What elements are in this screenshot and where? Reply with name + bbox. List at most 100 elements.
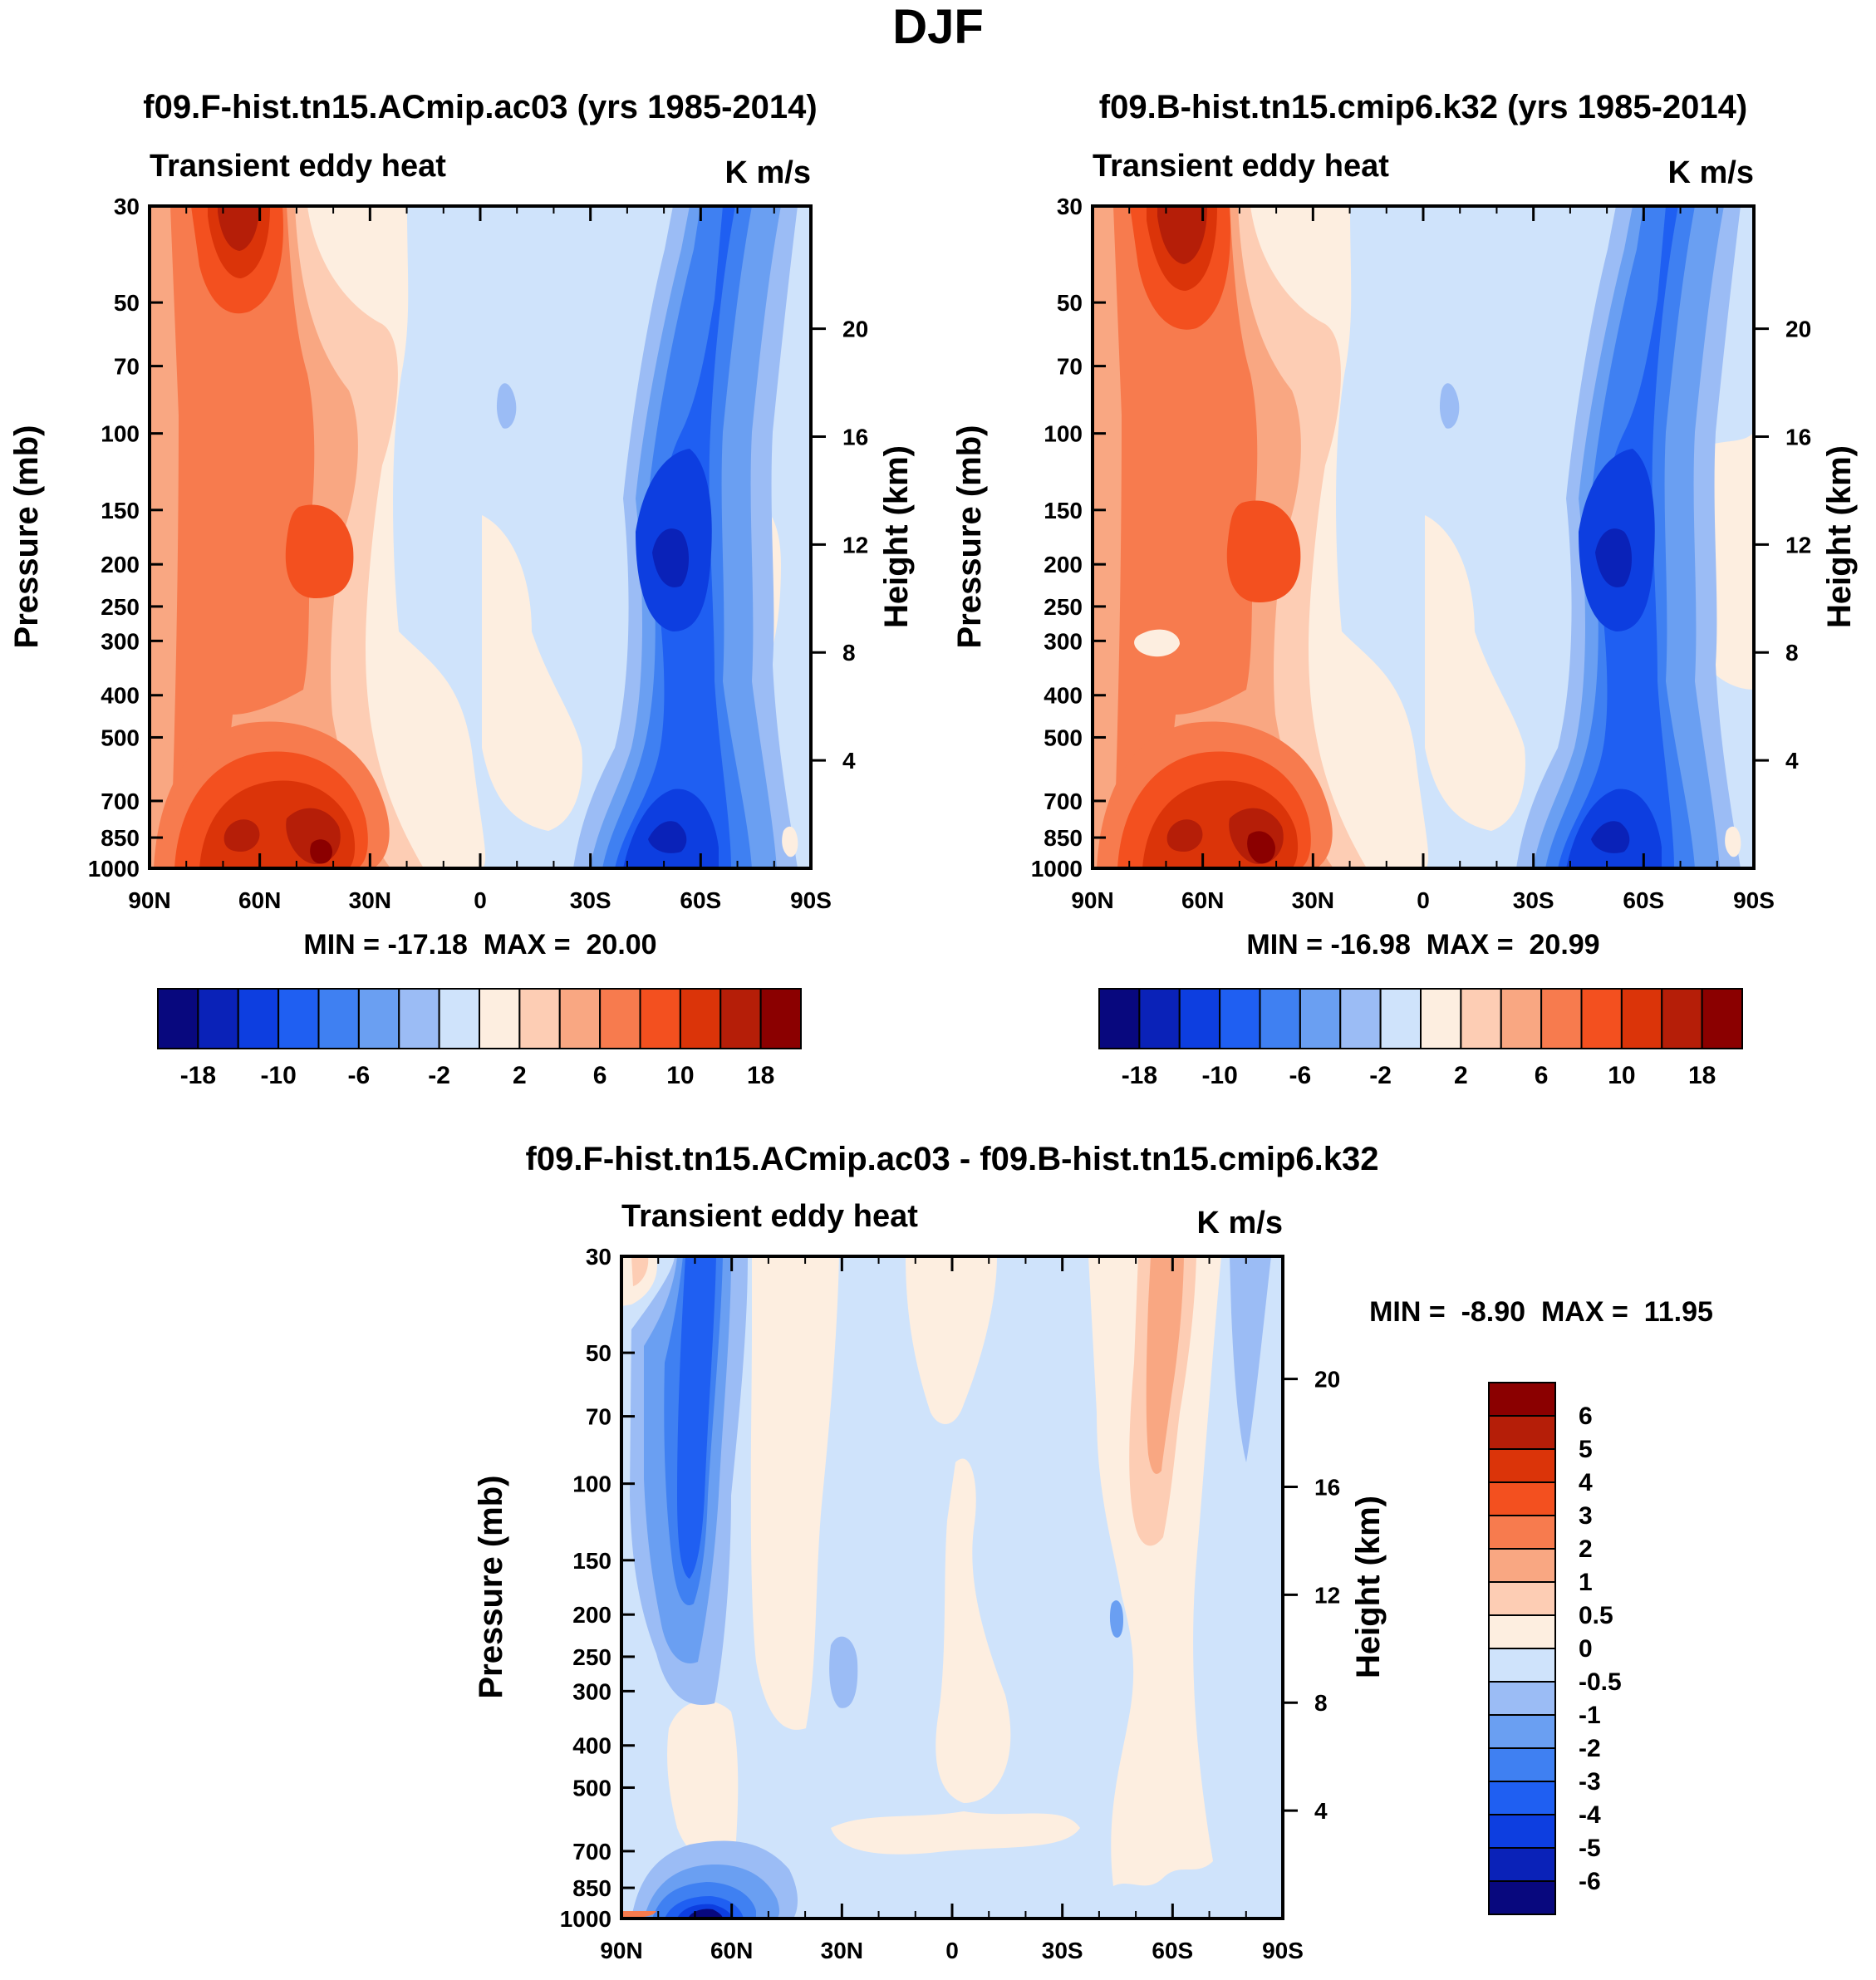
y-tick-label: 1000	[560, 1906, 611, 1932]
y-tick-label: 200	[572, 1602, 611, 1628]
colorbar-label: 6	[1579, 1403, 1593, 1430]
x-tick-label: 30N	[821, 1938, 863, 1963]
height-ticks: 20 16 12 8 4	[1754, 317, 1811, 774]
height-ticks: 20 16 12 8 4	[1283, 1367, 1340, 1824]
y-ticks: 30 50 70 100 150 200 250 300 400 500 700 850 1000	[88, 194, 163, 882]
colorbar-label: -1	[1579, 1702, 1601, 1729]
colorbar-box	[1488, 1382, 1556, 1417]
x-tick-label: 30N	[349, 887, 391, 913]
x-tick-label: 90N	[600, 1938, 642, 1963]
y-tick-label: 300	[101, 628, 140, 654]
colorbar-box	[1488, 1714, 1556, 1749]
colorbar-box	[1488, 1648, 1556, 1683]
colorbar-label: 3	[1579, 1502, 1593, 1530]
colorbar-label: 18	[747, 1062, 774, 1089]
contour-field	[150, 206, 811, 868]
colorbar-box	[1488, 1415, 1556, 1450]
x-tick-label: 90S	[790, 887, 832, 913]
colorbar-box	[1178, 988, 1221, 1049]
colorbar-box	[1138, 988, 1181, 1049]
colorbar-label: -18	[180, 1062, 216, 1089]
panel-units: K m/s	[725, 155, 811, 190]
colorbar: 6 5 4 3 2 1 0.5 0 -0.5 -1 -2 -3 -4 -5 -6	[1488, 1382, 1622, 1915]
y-axis-right-label: Height (km)	[878, 445, 915, 628]
colorbar-box	[1488, 1847, 1556, 1882]
y-tick-label: 1000	[88, 856, 140, 882]
y-tick-label: 250	[572, 1644, 611, 1670]
colorbar-label: -0.5	[1579, 1668, 1622, 1696]
colorbar-label: 5	[1579, 1436, 1593, 1463]
x-tick-label: 30S	[1042, 1938, 1083, 1963]
colorbar: -18 -10 -6 -2 2 6 10 18	[1098, 988, 1743, 1089]
y-tick-label: 70	[1057, 354, 1083, 380]
height-tick-label: 4	[1785, 748, 1799, 774]
colorbar-label: -3	[1579, 1768, 1601, 1796]
colorbar-label: 2	[1454, 1062, 1468, 1089]
height-tick-label: 16	[1314, 1474, 1340, 1500]
colorbar-label: 6	[1535, 1062, 1549, 1089]
y-tick-label: 700	[1044, 789, 1083, 814]
colorbar-box	[679, 988, 722, 1049]
y-ticks: 30 50 70 100 150 200 250 300 400 500 700 850 1000	[560, 1244, 635, 1932]
height-tick-label: 4	[842, 748, 856, 774]
colorbar-box	[197, 988, 239, 1049]
colorbar-label: 1	[1579, 1569, 1593, 1596]
colorbar-box	[357, 988, 400, 1049]
x-tick-label: 30S	[1513, 887, 1554, 913]
height-tick-label: 8	[1314, 1690, 1328, 1716]
colorbar-box	[1500, 988, 1543, 1049]
x-tick-label: 0	[1417, 887, 1430, 913]
figure-title: DJF	[892, 0, 984, 54]
colorbar-label: -2	[1579, 1735, 1601, 1762]
y-tick-label: 500	[572, 1775, 611, 1801]
y-tick-label: 500	[1044, 725, 1083, 750]
contour-field	[1093, 206, 1754, 868]
colorbar: -18 -10 -6 -2 2 6 10 18	[157, 988, 802, 1089]
colorbar-box	[277, 988, 320, 1049]
height-tick-label: 20	[1314, 1367, 1340, 1393]
y-tick-label: 50	[586, 1340, 611, 1366]
y-tick-label: 700	[101, 789, 140, 814]
panel-subtitle: Transient eddy heat	[150, 149, 446, 184]
colorbar-box	[1540, 988, 1583, 1049]
colorbar-box	[1488, 1448, 1556, 1483]
x-tick-label: 0	[474, 887, 487, 913]
panel-subtitle: Transient eddy heat	[621, 1199, 918, 1234]
x-ticks: 90N 60N 30N 0 30S 60S 90S	[600, 1256, 1304, 1963]
colorbar-label: -10	[260, 1062, 296, 1089]
panel-subtitle: Transient eddy heat	[1093, 149, 1389, 184]
colorbar-label: 4	[1579, 1469, 1593, 1496]
y-tick-label: 200	[1044, 552, 1083, 577]
colorbar-box	[438, 988, 480, 1049]
y-tick-label: 500	[101, 725, 140, 750]
colorbar-label: 2	[1579, 1535, 1593, 1563]
x-ticks: 90N 60N 30N 0 30S 60S 90S	[128, 206, 832, 913]
x-tick-label: 60N	[238, 887, 281, 913]
colorbar-box	[1488, 1880, 1556, 1915]
panel-title: f09.F-hist.tn15.ACmip.ac03 (yrs 1985-201…	[143, 89, 817, 125]
height-tick-label: 8	[1785, 640, 1799, 666]
height-tick-label: 16	[1785, 424, 1811, 450]
colorbar-box	[1259, 988, 1301, 1049]
x-tick-label: 0	[945, 1938, 959, 1963]
panel-title: f09.B-hist.tn15.cmip6.k32 (yrs 1985-2014…	[1099, 89, 1747, 125]
y-axis-right-label: Height (km)	[1821, 445, 1858, 628]
colorbar-label: -6	[1289, 1062, 1312, 1089]
y-tick-label: 400	[1044, 683, 1083, 709]
y-tick-label: 100	[572, 1471, 611, 1497]
colorbar-box	[518, 988, 561, 1049]
colorbar-label: -2	[1369, 1062, 1392, 1089]
y-tick-label: 50	[114, 290, 140, 316]
y-tick-label: 300	[1044, 628, 1083, 654]
height-tick-label: 16	[842, 424, 868, 450]
colorbar-box	[558, 988, 602, 1049]
min-max-text: MIN = -8.90 MAX = 11.95	[1369, 1296, 1713, 1328]
colorbar-label: 0	[1579, 1635, 1593, 1663]
colorbar-label: 18	[1688, 1062, 1716, 1089]
colorbar-box	[1488, 1481, 1556, 1516]
colorbar-box	[398, 988, 440, 1049]
colorbar-label: -10	[1201, 1062, 1237, 1089]
y-tick-label: 100	[1044, 421, 1083, 447]
panel-1: f09.F-hist.tn15.ACmip.ac03 (yrs 1985-201…	[8, 89, 915, 1089]
